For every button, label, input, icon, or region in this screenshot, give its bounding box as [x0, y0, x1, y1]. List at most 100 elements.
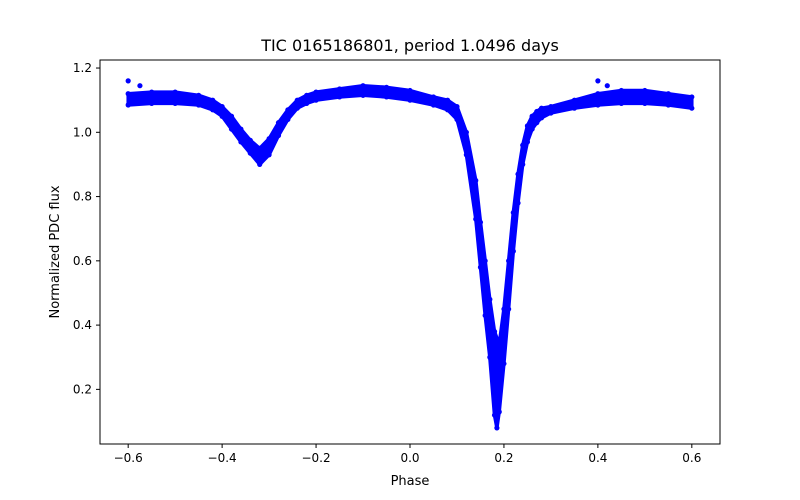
flux-point-upper: [506, 258, 512, 264]
flux-point-upper: [294, 97, 300, 103]
flux-point-upper: [430, 94, 437, 100]
flux-point-lower: [665, 102, 671, 108]
outlier-point: [125, 78, 131, 84]
flux-point-upper: [571, 97, 577, 103]
flux-point-lower: [125, 102, 131, 108]
x-tick-label: 0.6: [682, 451, 701, 465]
flux-point-lower: [538, 115, 545, 121]
x-tick-label: 0.0: [400, 451, 419, 465]
flux-point-upper: [689, 94, 695, 100]
flux-point-upper: [219, 103, 225, 110]
flux-point-upper: [595, 91, 601, 97]
flux-point-lower: [430, 102, 437, 108]
flux-point-lower: [275, 132, 282, 139]
outlier-point: [595, 78, 601, 84]
flux-point-upper: [515, 171, 521, 177]
flux-point-upper: [477, 219, 484, 225]
flux-point-lower: [477, 264, 484, 270]
flux-point-lower: [506, 306, 512, 312]
outlier-point: [604, 83, 610, 89]
flux-point-upper: [463, 129, 469, 135]
flux-point-upper: [238, 126, 244, 132]
flux-point-upper: [665, 91, 671, 97]
flux-point-lower: [482, 312, 488, 319]
flux-point-upper: [618, 87, 624, 94]
x-axis: −0.6 −0.4 −0.2 0.0 0.2 0.4 0.6: [114, 444, 701, 465]
flux-point-upper: [275, 120, 282, 126]
flux-point-upper: [501, 306, 507, 312]
flux-point-upper: [524, 123, 531, 129]
flux-point-lower: [444, 107, 451, 113]
flux-point-lower: [473, 216, 479, 222]
flux-point-lower: [642, 100, 648, 106]
flux-point-lower: [689, 105, 695, 111]
flux-point-upper: [125, 91, 131, 97]
flux-point-lower: [515, 200, 521, 206]
x-tick-label: −0.2: [301, 451, 330, 465]
y-axis: 0.2 0.4 0.6 0.8 1.0 1.2: [73, 61, 100, 396]
x-axis-label: Phase: [391, 474, 430, 489]
chart-title: TIC 0165186801, period 1.0496 days: [260, 36, 559, 55]
flux-point-upper: [510, 210, 516, 216]
y-axis-label: Normalized PDC flux: [48, 185, 63, 318]
flux-point-lower: [196, 102, 202, 108]
flux-point-upper: [538, 105, 545, 111]
y-tick-label: 1.2: [73, 61, 92, 75]
flux-point-upper: [520, 142, 526, 148]
flux-point-upper: [473, 177, 479, 184]
y-tick-label: 0.8: [73, 190, 92, 204]
flux-point-upper: [482, 258, 488, 264]
flux-point-lower: [529, 126, 535, 132]
y-tick-label: 0.4: [73, 318, 92, 332]
flux-point-upper: [496, 341, 502, 347]
y-tick-label: 1.0: [73, 125, 92, 139]
flux-point-upper: [642, 87, 648, 94]
flux-point-lower: [496, 409, 502, 415]
x-tick-label: −0.4: [208, 451, 237, 465]
flux-point-lower: [571, 105, 577, 111]
flux-point-lower: [494, 425, 500, 431]
flux-point-cloud: [126, 83, 694, 430]
flux-point-upper: [172, 89, 178, 95]
flux-point-lower: [360, 92, 366, 98]
flux-point-upper: [491, 328, 498, 335]
x-tick-label: 0.2: [494, 451, 513, 465]
flux-point-lower: [304, 100, 310, 106]
flux-point-lower: [520, 161, 526, 168]
flux-point-upper: [534, 108, 540, 115]
flux-point-upper: [149, 89, 155, 95]
flux-point-lower: [219, 113, 225, 119]
flux-point-lower: [463, 152, 469, 158]
y-tick-label: 0.6: [73, 254, 92, 268]
flux-point-lower: [257, 161, 263, 168]
flux-point-upper: [285, 107, 291, 113]
flux-point-upper: [407, 87, 413, 94]
flux-point-lower: [407, 97, 413, 103]
flux-point-upper: [529, 113, 535, 119]
data-points: [125, 78, 695, 431]
flux-point-lower: [210, 107, 216, 113]
outlier-point: [137, 83, 143, 89]
flux-point-lower: [548, 110, 554, 116]
flux-point-lower: [294, 105, 300, 111]
flux-point-lower: [595, 102, 601, 108]
flux-point-upper: [304, 92, 310, 98]
flux-point-upper: [196, 92, 202, 98]
flux-point-lower: [491, 412, 498, 418]
flux-point-lower: [454, 116, 460, 123]
flux-point-upper: [454, 103, 460, 110]
flux-point-lower: [313, 97, 319, 103]
flux-point-upper: [548, 103, 554, 110]
flux-point-upper: [444, 97, 451, 103]
flux-point-upper: [336, 86, 343, 92]
flux-point-lower: [383, 94, 390, 100]
flux-point-upper: [247, 137, 253, 143]
flux-point-lower: [238, 139, 244, 145]
y-tick-label: 0.2: [73, 382, 92, 396]
flux-point-upper: [228, 113, 235, 119]
flux-point-lower: [266, 152, 272, 158]
flux-point-lower: [534, 120, 540, 126]
x-tick-label: 0.4: [588, 451, 607, 465]
